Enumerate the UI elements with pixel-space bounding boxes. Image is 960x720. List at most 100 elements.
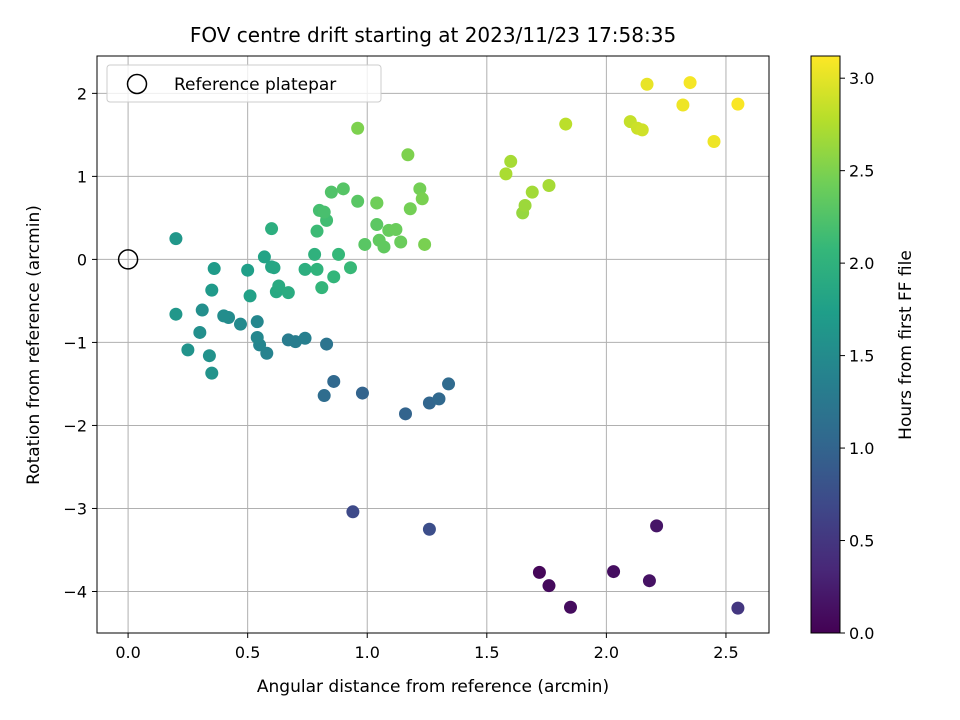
data-point — [683, 76, 697, 90]
data-point — [650, 519, 664, 533]
data-point — [195, 303, 209, 317]
colorbar-tick-label: 2.5 — [849, 162, 874, 181]
data-point — [394, 235, 408, 249]
y-tick-label: 2 — [77, 84, 87, 103]
data-point — [169, 232, 183, 246]
colorbar-ticks: 0.0 0.5 1.0 1.5 2.0 2.5 3.0 — [840, 69, 874, 643]
legend: Reference platepar — [106, 64, 382, 103]
legend-label: Reference platepar — [174, 75, 336, 95]
data-point — [525, 185, 539, 199]
grid — [97, 56, 769, 633]
data-point — [542, 179, 556, 193]
data-point — [233, 317, 247, 331]
data-point — [707, 135, 721, 149]
data-point — [351, 194, 365, 208]
colorbar-tick-label: 3.0 — [849, 69, 874, 88]
data-point — [250, 315, 264, 329]
colorbar-tick-label: 2.0 — [849, 254, 874, 273]
data-point — [499, 167, 513, 181]
data-point — [542, 579, 556, 593]
x-tick-label: 1.0 — [355, 643, 380, 662]
legend-reference-marker — [126, 73, 148, 95]
data-point — [298, 262, 312, 276]
data-point — [202, 349, 216, 363]
reference-marker — [117, 249, 139, 270]
x-tick-label: 2.0 — [594, 643, 619, 662]
legend-box — [106, 64, 382, 103]
colorbar-tick-label: 1.5 — [849, 347, 874, 366]
data-point — [327, 270, 341, 284]
y-tick-label: −1 — [63, 333, 87, 352]
data-points — [169, 76, 745, 615]
data-point — [193, 325, 207, 339]
data-point — [332, 247, 346, 261]
data-point — [317, 205, 331, 219]
data-point — [518, 198, 532, 212]
data-point — [207, 262, 221, 276]
x-tick-label: 2.5 — [713, 643, 738, 662]
data-point — [327, 374, 341, 388]
data-point — [241, 263, 255, 277]
data-point — [308, 247, 322, 261]
data-point — [243, 289, 257, 303]
x-tick-label: 0.5 — [235, 643, 260, 662]
data-point — [343, 261, 357, 275]
data-point — [324, 185, 338, 199]
data-point — [267, 261, 281, 275]
data-point — [442, 377, 456, 391]
data-point — [559, 117, 573, 131]
data-point — [358, 237, 372, 251]
data-point — [181, 343, 195, 357]
x-axis-label: Angular distance from reference (arcmin) — [257, 677, 609, 697]
data-point — [398, 407, 412, 421]
y-tick-label: −4 — [63, 582, 87, 601]
data-point — [370, 196, 384, 210]
data-point — [310, 262, 324, 276]
data-point — [272, 279, 286, 293]
data-point — [355, 386, 369, 400]
chart-title: FOV centre drift starting at 2023/11/23 … — [190, 23, 676, 47]
data-point — [504, 154, 518, 168]
data-point — [676, 98, 690, 112]
colorbar-gradient — [810, 55, 841, 634]
colorbar-tick-label: 0.0 — [849, 624, 874, 643]
data-point — [315, 281, 329, 295]
plot-frame — [96, 55, 770, 634]
colorbar: 0.0 0.5 1.0 1.5 2.0 2.5 3.0 Hours from first F… — [810, 55, 916, 643]
y-axis-label: Rotation from reference (arcmin) — [24, 205, 44, 485]
data-point — [257, 250, 271, 264]
data-point — [389, 223, 403, 237]
x-tick-label: 1.5 — [474, 643, 499, 662]
data-point — [731, 601, 745, 615]
colorbar-tick-label: 0.5 — [849, 532, 874, 551]
data-point — [250, 330, 264, 344]
data-point — [640, 77, 654, 91]
data-point — [336, 182, 350, 196]
data-point — [642, 574, 656, 588]
colorbar-tick-label: 1.0 — [849, 439, 874, 458]
y-tick-label: 0 — [77, 250, 87, 269]
data-point — [432, 392, 446, 406]
data-point — [310, 224, 324, 238]
data-point — [320, 337, 334, 351]
data-point — [351, 121, 365, 135]
data-point — [346, 505, 360, 519]
data-point — [418, 237, 432, 251]
data-point — [731, 97, 745, 111]
data-point — [377, 240, 391, 254]
data-point — [415, 192, 429, 206]
data-point — [370, 218, 384, 232]
data-point — [635, 123, 649, 137]
y-tick-label: −3 — [63, 499, 87, 518]
y-axis-ticks: 2 1 0 −1 −2 −3 −4 — [63, 84, 97, 601]
data-point — [298, 331, 312, 345]
data-point — [265, 222, 279, 236]
data-point — [403, 202, 417, 216]
data-point — [317, 389, 331, 403]
data-point — [413, 182, 427, 196]
data-point — [217, 309, 231, 323]
y-tick-label: 1 — [77, 167, 87, 186]
data-point — [532, 565, 546, 579]
data-point — [205, 366, 219, 380]
